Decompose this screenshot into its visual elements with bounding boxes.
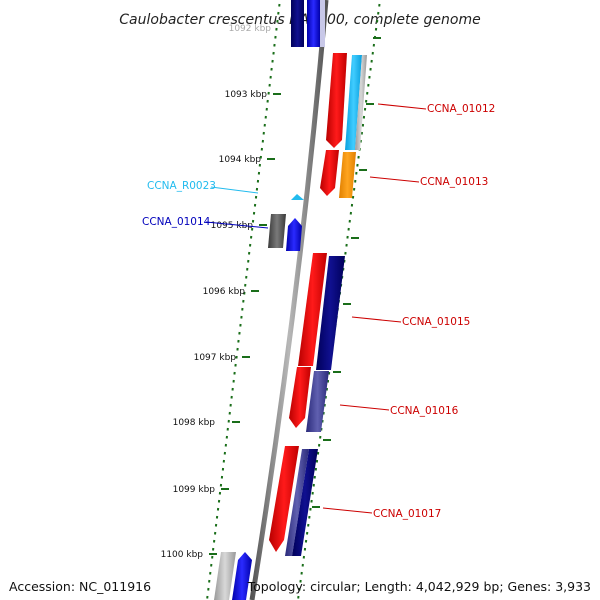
- gene-label-ccna-01016[interactable]: CCNA_01016: [390, 405, 459, 417]
- right-rail-ticks: [312, 37, 381, 508]
- tick-label-1092: 1092 kbp: [229, 24, 272, 34]
- tick-label: 1097 kbp: [194, 353, 237, 363]
- tick-1093: 1093 kbp: [225, 90, 281, 100]
- gene-label-ccna-01012[interactable]: CCNA_01012: [427, 103, 495, 115]
- tick-label: 1096 kbp: [203, 287, 246, 297]
- top-partial-features: 1092 kbp: [229, 0, 325, 47]
- gene-ccna-01015-navy[interactable]: [316, 256, 345, 370]
- genome-info-label: Topology: circular; Length: 4,042,929 bp…: [247, 579, 591, 594]
- gene-labels: CCNA_01012 CCNA_01013 CCNA_R0023 CCNA_01…: [142, 103, 495, 520]
- gene-ccna-01012-cyan[interactable]: [345, 55, 362, 150]
- tick-label: 1099 kbp: [173, 485, 216, 495]
- bottom-gray-feature[interactable]: [214, 552, 236, 600]
- gene-ccna-01017-slate[interactable]: [285, 449, 309, 556]
- gene-ccna-01013-red-arrow[interactable]: [320, 150, 339, 196]
- gene-label-ccna-01014[interactable]: CCNA_01014: [142, 216, 211, 228]
- gene-ccna-01017-navy[interactable]: [292, 449, 318, 556]
- gene-ccna-01014-dark[interactable]: [268, 214, 286, 248]
- gene-ccna-01012-red-arrow[interactable]: [326, 53, 347, 148]
- tick-1099: 1099 kbp: [173, 485, 229, 495]
- gene-ccna-01015-red[interactable]: [298, 253, 327, 366]
- tick-label: 1098 kbp: [173, 418, 216, 428]
- tick-1096: 1096 kbp: [203, 287, 259, 297]
- tick-label: 1093 kbp: [225, 90, 268, 100]
- tick-1098: 1098 kbp: [173, 418, 240, 428]
- gene-ccna-01012-gray[interactable]: [355, 55, 367, 150]
- gene-ccna-01017-red-arrow[interactable]: [269, 446, 299, 552]
- gene-ccna-01016-slate[interactable]: [306, 371, 329, 432]
- tick-1095: 1095 kbp: [211, 221, 267, 231]
- tick-label: 1100 kbp: [161, 550, 204, 560]
- tick-1094: 1094 kbp: [219, 155, 275, 165]
- gene-label-ccna-r0023[interactable]: CCNA_R0023: [147, 180, 216, 192]
- tick-1100: 1100 kbp: [161, 550, 217, 560]
- gene-ccna-r0023-triangle[interactable]: [291, 194, 304, 200]
- accession-label: Accession: NC_011916: [9, 579, 152, 594]
- genome-backbone: [249, 0, 329, 600]
- gene-label-ccna-01017[interactable]: CCNA_01017: [373, 508, 441, 520]
- tick-label: 1095 kbp: [211, 221, 254, 231]
- gene-ccna-01016-red-arrow[interactable]: [289, 367, 311, 428]
- gene-label-ccna-01013[interactable]: CCNA_01013: [420, 176, 488, 188]
- kbp-ticks: 1093 kbp 1094 kbp 1095 kbp 1096 kbp 1097…: [161, 90, 281, 560]
- gene-features: [214, 53, 367, 600]
- tick-1097: 1097 kbp: [194, 353, 250, 363]
- tick-label: 1094 kbp: [219, 155, 262, 165]
- gene-ccna-01014-blue-arrow[interactable]: [286, 218, 302, 251]
- gene-label-ccna-01015[interactable]: CCNA_01015: [402, 316, 470, 328]
- bottom-blue-feature[interactable]: [232, 552, 252, 600]
- gene-ccna-01013-orange[interactable]: [339, 152, 356, 198]
